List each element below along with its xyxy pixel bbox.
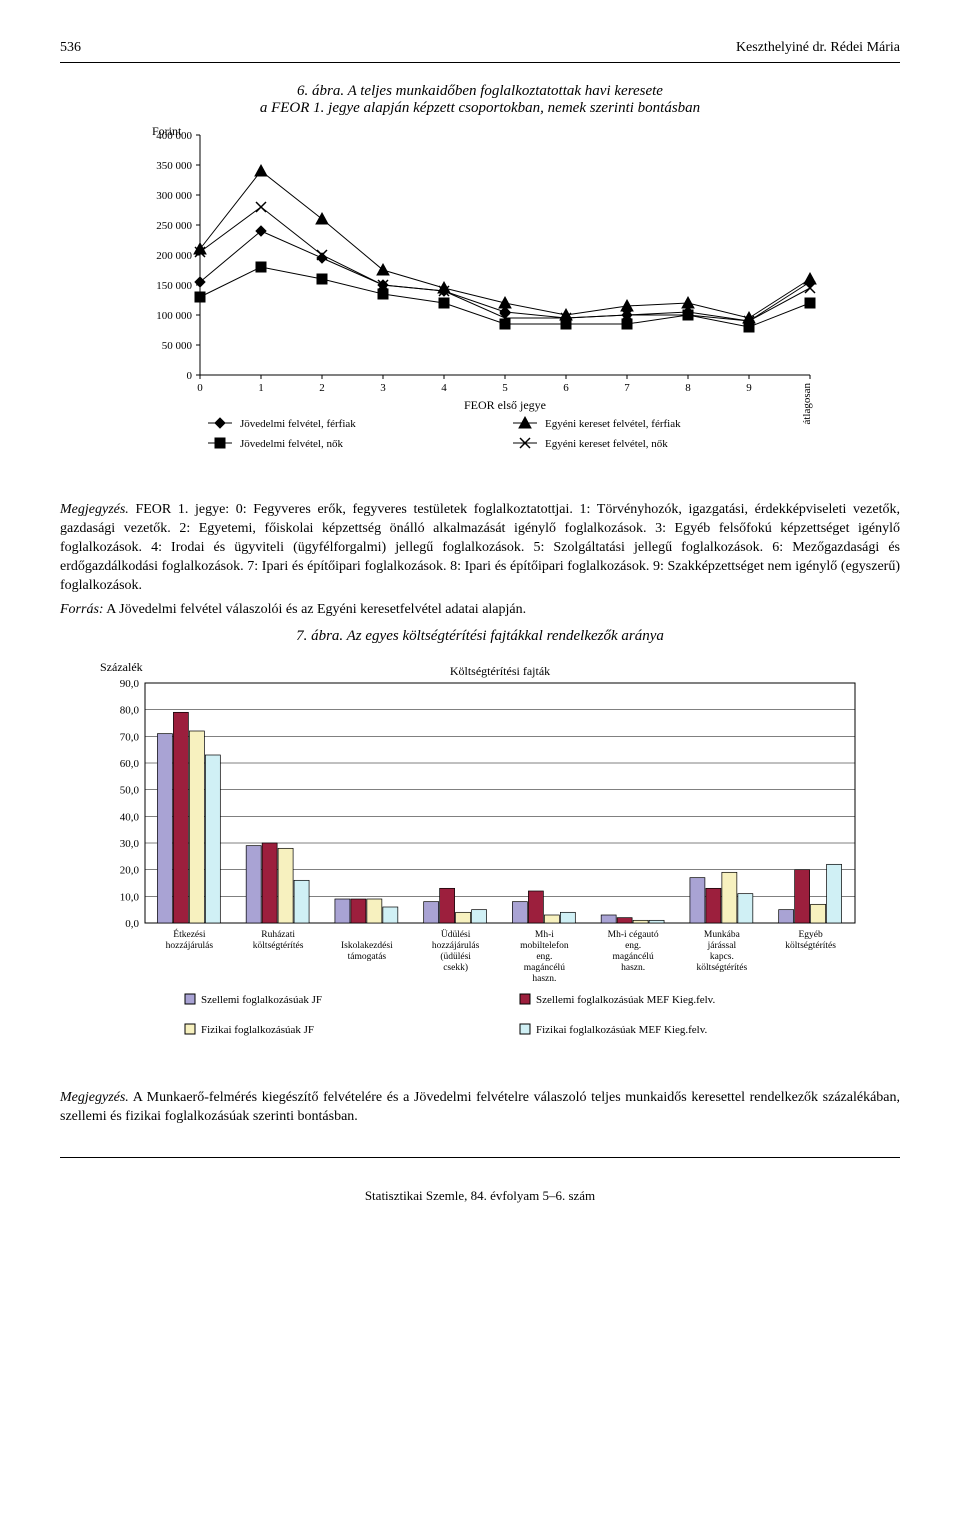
svg-text:5: 5 — [502, 382, 508, 394]
svg-text:150 000: 150 000 — [156, 280, 192, 292]
svg-text:1: 1 — [258, 382, 264, 394]
svg-text:Fizikai foglalkozásúak MEF Kie: Fizikai foglalkozásúak MEF Kieg.felv. — [536, 1024, 708, 1036]
svg-text:magán­célú: magán­célú — [613, 952, 654, 962]
svg-text:(üdülési: (üdülési — [440, 951, 471, 962]
svg-text:járással: járással — [707, 941, 737, 951]
svg-text:200 000: 200 000 — [156, 250, 192, 262]
fig6-note: Megjegyzés. FEOR 1. jegye: 0: Fegyveres … — [60, 501, 900, 595]
fig6-note-text: FEOR 1. jegye: 0: Fegyveres erők, fegyve… — [60, 502, 900, 593]
fig7-title: 7. ábra. Az egyes költségtérítési fajták… — [60, 628, 900, 645]
footer-rule — [60, 1157, 900, 1158]
svg-text:kapcs.: kapcs. — [710, 952, 734, 962]
svg-text:80,0: 80,0 — [120, 705, 140, 717]
fig7-note-text: A Munkaerő-felmérés kiegészítő felvételé… — [60, 1090, 900, 1124]
svg-text:50,0: 50,0 — [120, 785, 140, 797]
svg-text:20,0: 20,0 — [120, 865, 140, 877]
svg-text:költségtérítés: költségtérítés — [697, 963, 748, 973]
svg-text:40,0: 40,0 — [120, 812, 140, 824]
svg-text:0,0: 0,0 — [125, 918, 139, 930]
svg-text:350 000: 350 000 — [156, 160, 192, 172]
svg-text:8: 8 — [685, 382, 691, 394]
page-number: 536 — [60, 40, 81, 56]
fig6-source: Forrás: A Jövedelmi felvétel válaszolói … — [60, 601, 900, 620]
svg-text:Szellemi foglalkozásúak JF: Szellemi foglalkozásúak JF — [201, 994, 322, 1006]
svg-text:Munkába: Munkába — [704, 930, 741, 940]
svg-text:csekk): csekk) — [443, 962, 468, 973]
svg-text:magán­célú: magán­célú — [524, 963, 565, 973]
svg-text:6: 6 — [563, 382, 569, 394]
svg-text:átlagosan: átlagosan — [801, 383, 813, 425]
svg-text:Költségtérítési fajták: Költségtérítési fajták — [450, 664, 550, 678]
svg-text:Üdülési: Üdülési — [441, 928, 471, 940]
svg-text:Jövedelmi felvétel, férfiak: Jövedelmi felvétel, férfiak — [240, 418, 356, 430]
page-header: 536 Keszthelyiné dr. Rédei Mária — [60, 40, 900, 56]
svg-text:Egyéni kereset felvétel, nők: Egyéni kereset felvétel, nők — [545, 438, 668, 450]
svg-text:támogatás: támogatás — [348, 952, 387, 962]
svg-text:Étkezési: Étkezési — [173, 928, 206, 940]
svg-text:Egyéb: Egyéb — [798, 930, 823, 940]
fig7-svg: 0,0 10,0 20,0 30,0 40,0 50,0 60,0 70,0 80,0 90,0 S… — [90, 653, 870, 1073]
svg-text:30,0: 30,0 — [120, 838, 140, 850]
svg-text:4: 4 — [441, 382, 447, 394]
svg-text:FEOR első jegye: FEOR első jegye — [464, 398, 546, 412]
svg-text:haszn.: haszn. — [532, 974, 556, 984]
svg-text:Fizikai foglalkozásúak JF: Fizikai foglalkozásúak JF — [201, 1024, 314, 1036]
svg-text:9: 9 — [746, 382, 752, 394]
svg-text:Iskolakezdési: Iskolakezdési — [341, 941, 393, 951]
svg-text:Százalék: Százalék — [100, 660, 143, 674]
svg-text:költségtérítés: költségtérítés — [253, 941, 304, 951]
fig6-svg: Forint050 000100 000150 000200 000250 00… — [130, 125, 830, 485]
svg-text:60,0: 60,0 — [120, 758, 140, 770]
svg-text:7: 7 — [624, 382, 630, 394]
svg-text:70,0: 70,0 — [120, 732, 140, 744]
svg-text:eng.: eng. — [625, 941, 641, 951]
svg-text:10,0: 10,0 — [120, 892, 140, 904]
svg-text:Egyéni kereset felvétel, férfi: Egyéni kereset felvétel, férfiak — [545, 418, 681, 430]
svg-text:250 000: 250 000 — [156, 220, 192, 232]
svg-text:mobiltelefon: mobiltelefon — [520, 940, 569, 951]
fig7-chart: 0,0 10,0 20,0 30,0 40,0 50,0 60,0 70,0 80,0 90,0 S… — [60, 653, 900, 1073]
svg-text:50 000: 50 000 — [162, 340, 193, 352]
svg-text:Jövedelmi felvétel, nők: Jövedelmi felvétel, nők — [240, 438, 343, 450]
svg-text:100 000: 100 000 — [156, 310, 192, 322]
svg-text:Mh-i: Mh-i — [535, 930, 554, 940]
svg-text:eng.: eng. — [536, 952, 552, 962]
svg-text:Ruházati: Ruházati — [261, 930, 295, 940]
fig6-source-text: A Jövedelmi felvétel válaszolói és az Eg… — [106, 602, 526, 617]
fig7-note: Megjegyzés. A Munkaerő-felmérés kiegészí… — [60, 1089, 900, 1127]
svg-text:400 000: 400 000 — [156, 130, 192, 142]
svg-text:0: 0 — [197, 382, 203, 394]
fig6-title-line1: 6. ábra. A teljes munkaidőben foglalkozt… — [60, 83, 900, 100]
journal-footer: Statisztikai Szemle, 84. évfolyam 5–6. s… — [60, 1188, 900, 1204]
fig6-chart: Forint050 000100 000150 000200 000250 00… — [60, 125, 900, 485]
author-name: Keszthelyiné dr. Rédei Mária — [736, 40, 900, 56]
svg-text:3: 3 — [380, 382, 386, 394]
svg-text:költségtérítés: költségtérítés — [785, 941, 836, 951]
svg-text:0: 0 — [187, 370, 193, 382]
svg-text:2: 2 — [319, 382, 325, 394]
svg-text:300 000: 300 000 — [156, 190, 192, 202]
svg-text:Szellemi foglalkozásúak MEF Ki: Szellemi foglalkozásúak MEF Kieg.felv. — [536, 994, 715, 1006]
svg-text:haszn.: haszn. — [621, 963, 645, 973]
header-rule — [60, 62, 900, 63]
svg-text:90,0: 90,0 — [120, 678, 140, 690]
fig6-title-line2: a FEOR 1. jegye alapján képzett csoporto… — [60, 100, 900, 117]
svg-text:hozzájárulás: hozzájárulás — [432, 941, 480, 951]
svg-text:hozzájárulás: hozzájárulás — [166, 941, 214, 951]
svg-text:Mh-i cégautó: Mh-i cégautó — [608, 930, 659, 940]
